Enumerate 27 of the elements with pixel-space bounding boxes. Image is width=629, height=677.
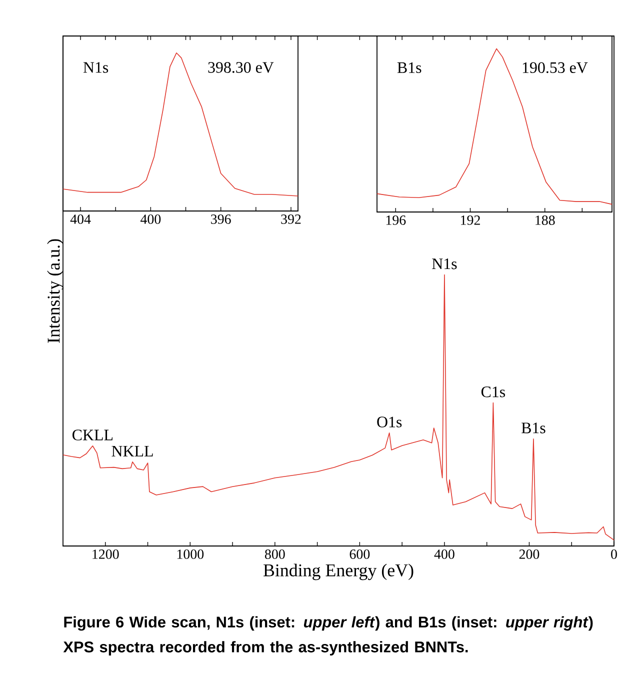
annotation: CKLL: [72, 430, 113, 440]
annotation: C1s: [481, 386, 506, 398]
annotation: 190.53 eV: [522, 62, 588, 74]
annotation: 398.30 eV: [208, 62, 274, 73]
x-tick-label: 188: [536, 216, 555, 225]
x-axis-title: Binding Energy (eV): [263, 564, 414, 580]
y-axis-title: Intensity (a.u.): [47, 239, 64, 343]
annotation: B1s: [522, 422, 546, 434]
x-tick-label: 600: [350, 550, 370, 559]
x-tick-label: 404: [70, 214, 91, 224]
x-tick-label: 800: [264, 550, 285, 559]
annotation: B1s: [397, 62, 422, 74]
text: Figure 6 Wide scan, N1s (inset: upper left) and B1s (inset: upper right) XPS spectra recorded from the as-synthesized BNNTs.: [63, 616, 593, 656]
x-tick-label: 1200: [92, 550, 119, 559]
annotation: N1s: [432, 258, 457, 270]
x-tick-label: 400: [140, 214, 161, 224]
annotation: O1s: [377, 416, 402, 428]
x-tick-label: 200: [519, 550, 540, 559]
x-tick-label: 396: [211, 214, 231, 224]
x-tick-label: 192: [461, 216, 480, 225]
x-tick-label: 0: [611, 550, 617, 559]
x-tick-label: 400: [434, 550, 454, 559]
x-tick-label: 196: [386, 216, 406, 225]
x-tick-label: 392: [281, 214, 301, 224]
x-tick-label: 1000: [177, 550, 204, 559]
annotation: N1s: [83, 62, 108, 73]
annotation: NKLL: [112, 446, 153, 456]
